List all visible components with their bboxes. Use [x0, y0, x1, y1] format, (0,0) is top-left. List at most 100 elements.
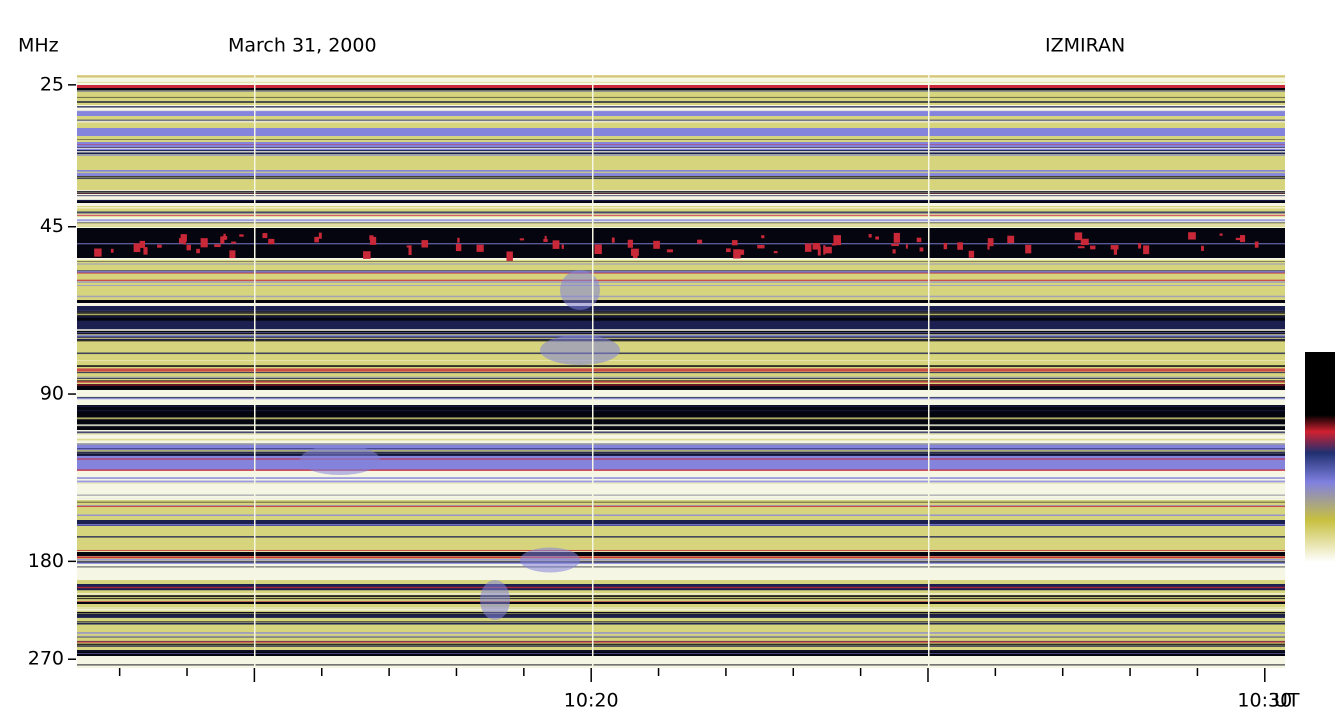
spectrum-gap	[928, 75, 930, 668]
spectrum-speck	[957, 242, 963, 250]
spectrum-line	[77, 588, 1285, 591]
spectrum-line	[77, 285, 1285, 286]
spectrum-speck	[506, 251, 513, 261]
spectrum-band	[77, 456, 1285, 470]
spectrum-line	[77, 643, 1285, 646]
spectrum-line	[77, 482, 1285, 484]
spectrum-line	[77, 192, 1285, 194]
spectrum-line	[77, 406, 1285, 408]
spectrum-speck	[773, 251, 778, 254]
spectrum-band	[77, 110, 1285, 116]
spectrum-line	[77, 207, 1285, 209]
spectrum-line	[77, 380, 1285, 382]
spectrum-line	[77, 410, 1285, 412]
spectrum-line	[77, 352, 1285, 355]
spectrum-line	[77, 165, 1285, 167]
spectrum-line	[77, 295, 1285, 298]
y-axis-label: MHz	[18, 35, 59, 57]
spectrum-line	[77, 645, 1285, 647]
spectrum-speck	[893, 232, 900, 243]
spectrum-line	[77, 614, 1285, 616]
spectrum-band	[77, 150, 1285, 156]
spectrum-line	[77, 607, 1285, 609]
spectrum-speck	[653, 240, 660, 249]
spectrum-speck	[632, 251, 638, 259]
spectrum-line	[77, 593, 1285, 595]
spectrum-band	[77, 562, 1285, 580]
spectrum-line	[77, 154, 1285, 156]
spectrum-line	[77, 653, 1285, 654]
spectrum-speck	[905, 244, 908, 249]
spectrum-speck	[594, 244, 602, 255]
spectrum-line	[77, 443, 1285, 445]
spectrum-band	[77, 156, 1285, 170]
spectrum-line	[77, 219, 1285, 222]
spectrum-speck	[627, 239, 633, 248]
spectrum-band	[77, 206, 1285, 212]
spectrum-speck	[133, 243, 141, 253]
spectrum-band	[77, 200, 1285, 203]
spectrum-speck	[369, 235, 374, 240]
spectrum-line	[77, 505, 1285, 506]
spectrum-speck	[196, 248, 200, 254]
spectrum-speck	[94, 248, 102, 257]
x-axis-label: UT	[1274, 690, 1300, 712]
spectrum-line	[77, 243, 1285, 245]
spectrum-band	[77, 452, 1285, 456]
spectrum-speck	[1143, 245, 1150, 255]
spectrum-line	[77, 561, 1285, 563]
spectrum-line	[77, 279, 1285, 281]
spectrum-line	[77, 96, 1285, 98]
spectrum-line	[77, 566, 1285, 568]
spectrum-line	[77, 337, 1285, 340]
spectrum-line	[77, 512, 1285, 515]
spectrum-line	[77, 617, 1285, 620]
spectrum-line	[77, 376, 1285, 378]
spectrum-band	[77, 656, 1285, 668]
spectrum-line	[77, 595, 1285, 598]
spectrum-band	[77, 88, 1285, 92]
spectrum-speck	[455, 244, 462, 252]
spectrum-speck	[968, 250, 975, 258]
spectrum-line	[77, 514, 1285, 517]
spectrum-line	[77, 641, 1285, 643]
burst	[520, 547, 580, 573]
spectrum-line	[77, 139, 1285, 140]
spectrum-line	[77, 600, 1285, 603]
spectrum-line	[77, 313, 1285, 316]
spectrum-speck	[231, 241, 237, 244]
spectrum-line	[77, 177, 1285, 180]
spectrum-speck	[214, 244, 221, 248]
spectrum-line	[77, 329, 1285, 331]
spectrum-line	[77, 381, 1285, 383]
burst	[540, 335, 620, 365]
spectrum-line	[77, 611, 1285, 614]
spectrum-line	[77, 497, 1285, 500]
spectrum-speck	[457, 237, 460, 243]
spectrum-speck	[726, 248, 731, 253]
spectrum-line	[77, 136, 1285, 139]
spectrum-line	[77, 281, 1285, 283]
spectrum-speck	[143, 247, 148, 255]
spectrum-speck	[314, 236, 319, 243]
spectrum-speck	[476, 244, 484, 252]
spectrum-line	[77, 664, 1285, 666]
spectrum-speck	[186, 244, 191, 251]
spectrum-gap	[592, 75, 594, 668]
spectrum-speck	[363, 251, 371, 259]
spectrum-band	[77, 190, 1285, 200]
spectrum-line	[77, 429, 1285, 430]
spectrum-line	[77, 549, 1285, 552]
spectrum-line	[77, 398, 1285, 400]
spectrum-line	[77, 405, 1285, 408]
spectrum-band	[77, 75, 1285, 85]
spectrum-line	[77, 171, 1285, 174]
spectrum-line	[77, 259, 1285, 262]
spectrum-speck	[543, 238, 548, 242]
spectrum-line	[77, 195, 1285, 197]
spectrum-line	[77, 562, 1285, 565]
x-tick-label: 10:30	[1237, 690, 1292, 712]
spectrum-speck	[1138, 243, 1142, 249]
spectrum-line	[77, 637, 1285, 639]
spectrum-speck	[868, 234, 872, 238]
